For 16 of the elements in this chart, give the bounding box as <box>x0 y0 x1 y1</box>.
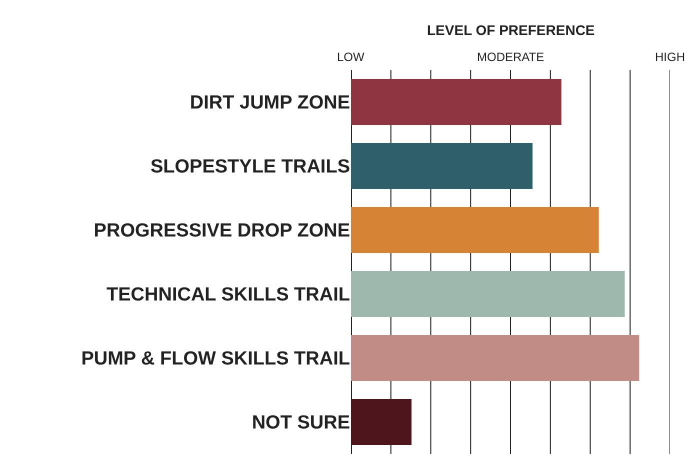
y-tick-label: PROGRESSIVE DROP ZONE <box>94 220 350 242</box>
text: MODERATE <box>477 50 544 64</box>
bar <box>351 206 599 254</box>
bar <box>351 78 562 126</box>
y-tick-label: DIRT JUMP ZONE <box>190 92 350 114</box>
bar <box>351 142 533 190</box>
bar <box>351 398 412 446</box>
y-tick-label: TECHNICAL SKILLS TRAIL <box>106 284 350 306</box>
x-axis-title: LEVEL OF PREFERENCE <box>427 22 595 38</box>
text: HIGH <box>655 50 685 64</box>
text: LOW <box>337 50 366 64</box>
bar <box>351 334 640 382</box>
y-tick-label: PUMP & FLOW SKILLS TRAIL <box>81 348 350 370</box>
y-tick-label: NOT SURE <box>252 412 350 434</box>
bar <box>351 270 625 318</box>
y-tick-label: SLOPESTYLE TRAILS <box>150 156 350 178</box>
